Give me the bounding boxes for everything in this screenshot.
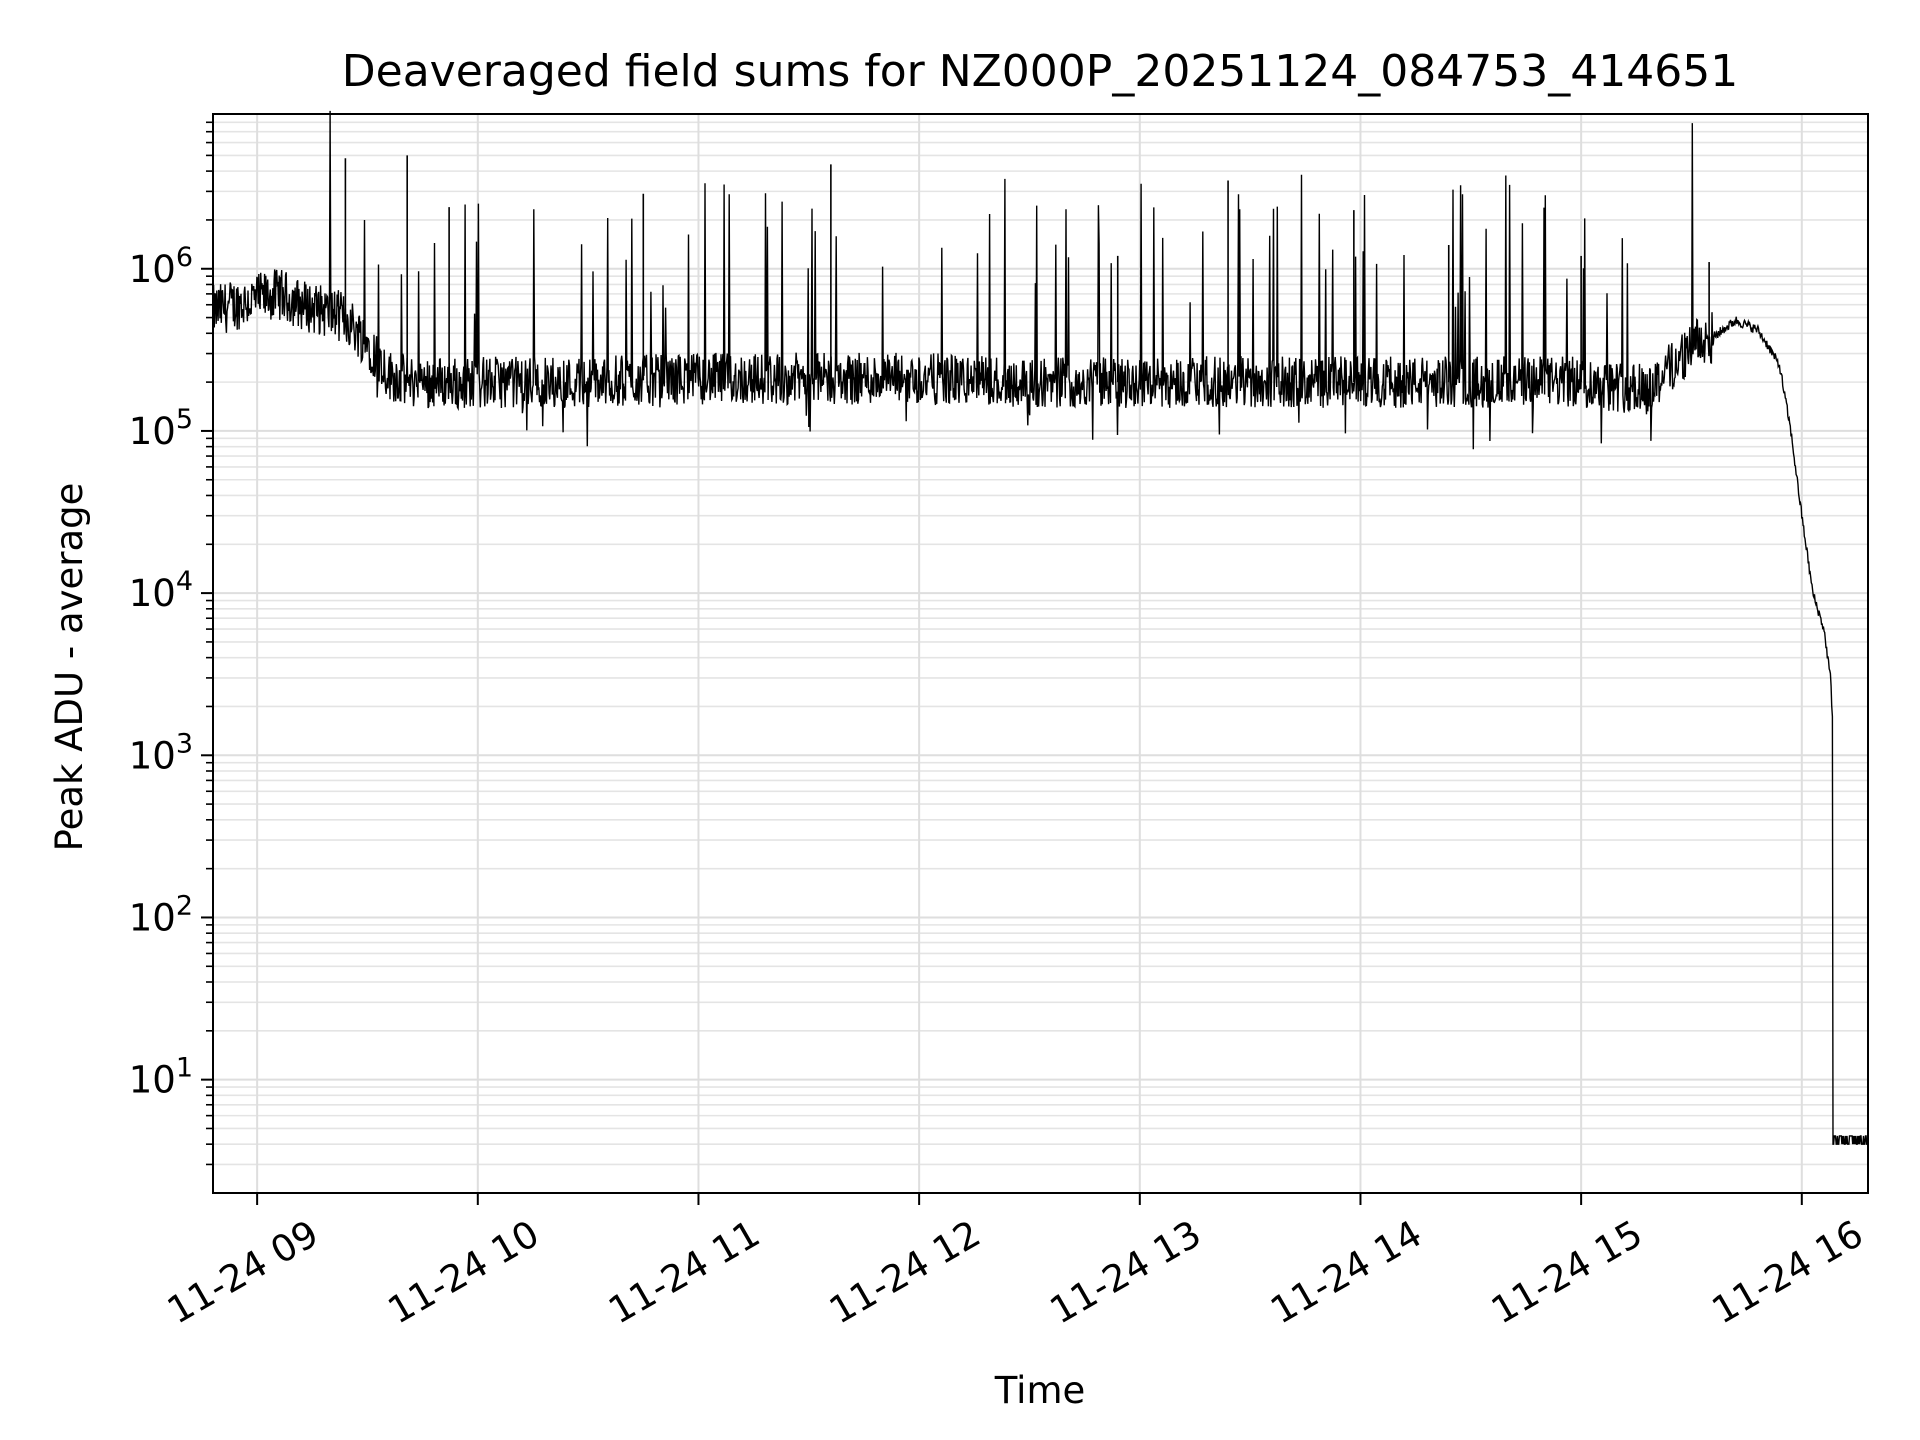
series-group [212,110,1869,1145]
series-line-peak-adu [212,110,1869,1145]
plot-frame [212,113,1869,1194]
grid [213,114,1868,1193]
y-tick-label: 102 [129,890,193,939]
y-tick-label: 105 [129,404,193,453]
chart-title: Deaveraged field sums for NZ000P_2025112… [342,46,1738,97]
x-axis-label: Time [994,1369,1086,1412]
y-tick-label: 101 [129,1053,193,1102]
y-axis-label: Peak ADU - average [48,483,91,852]
y-tick-label: 106 [129,242,193,291]
y-tick-label: 103 [129,728,193,777]
y-tick-label: 104 [129,566,193,615]
